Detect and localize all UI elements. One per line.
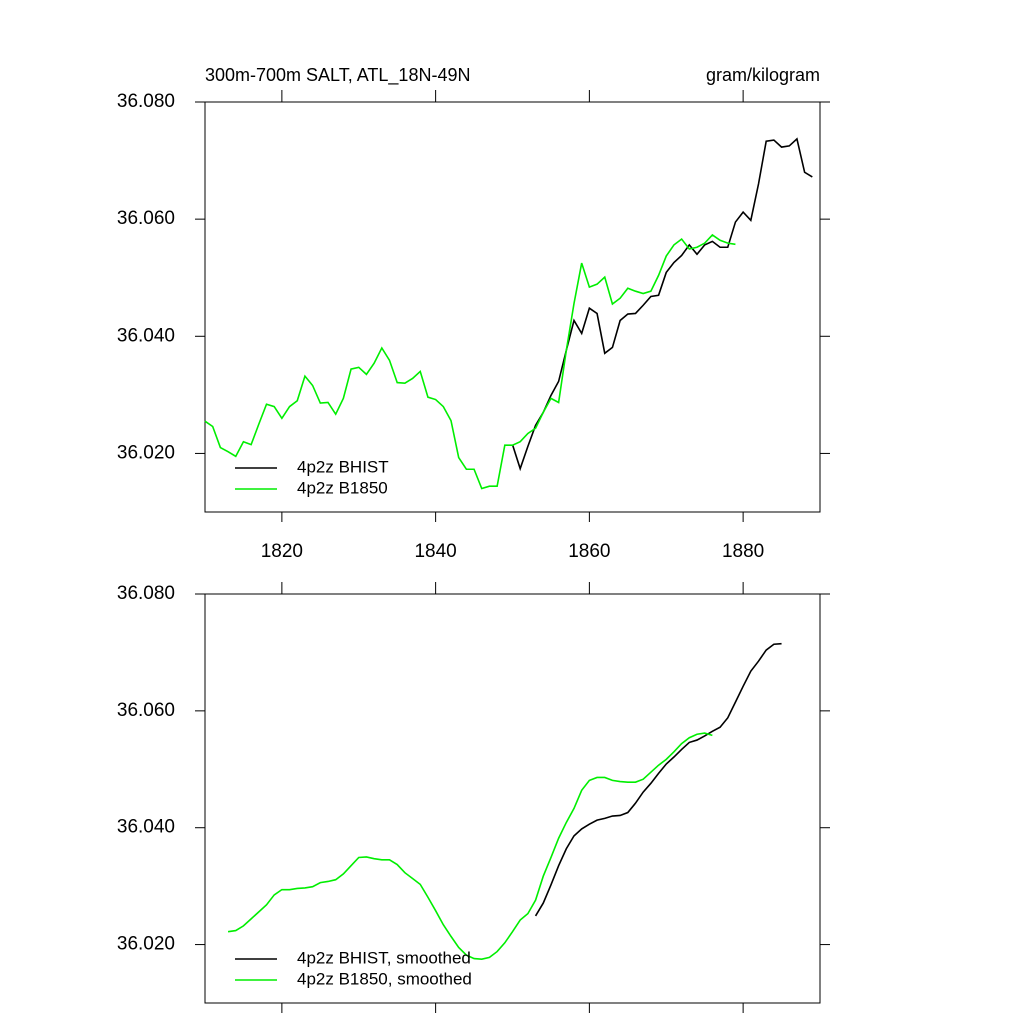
plot-frame xyxy=(204,101,821,513)
chart-title: 300m-700m SALT, ATL_18N-49N xyxy=(205,65,470,86)
y-tick-label: 36.060 xyxy=(117,700,175,721)
plot-frame xyxy=(204,593,821,1004)
x-tick-label: 1860 xyxy=(568,541,610,562)
x-tick-label: 1880 xyxy=(722,541,764,562)
legend-label: 4p2z B1850, smoothed xyxy=(297,969,472,988)
y-tick-label: 36.080 xyxy=(117,91,175,112)
y-tick-label: 36.060 xyxy=(117,208,175,229)
legend-label: 4p2z BHIST xyxy=(297,457,389,476)
x-tick-label: 1820 xyxy=(261,541,303,562)
y-tick-label: 36.020 xyxy=(117,934,175,955)
data-line xyxy=(534,642,782,917)
data-line xyxy=(511,137,813,472)
y-tick-label: 36.040 xyxy=(117,817,175,838)
y-tick-label: 36.080 xyxy=(117,583,175,604)
units-label: gram/kilogram xyxy=(706,65,820,85)
x-tick-label: 1840 xyxy=(414,541,456,562)
data-line xyxy=(227,732,713,960)
y-tick-label: 36.040 xyxy=(117,325,175,346)
y-tick-label: 36.020 xyxy=(117,442,175,463)
data-line xyxy=(204,233,736,490)
legend-label: 4p2z BHIST, smoothed xyxy=(297,948,471,967)
legend-label: 4p2z B1850 xyxy=(297,478,388,497)
